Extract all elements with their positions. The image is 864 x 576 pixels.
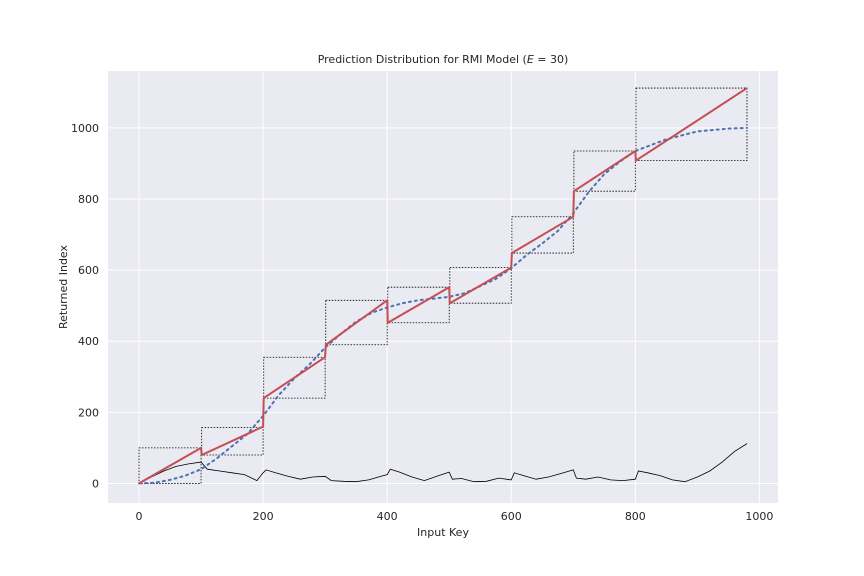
chart-title-prefix: Prediction Distribution for RMI Model (: [318, 53, 527, 66]
model-line: [138, 87, 748, 485]
y-tick-label: 1000: [71, 122, 99, 135]
segment-box: [325, 299, 388, 346]
target-series: [138, 126, 748, 485]
x-tick-label: 800: [625, 510, 646, 523]
segment-box: [635, 87, 748, 161]
x-tick-label: 1000: [745, 510, 773, 523]
x-tick-label: 400: [377, 510, 398, 523]
y-tick-label: 600: [78, 264, 99, 277]
y-tick-label: 0: [92, 477, 99, 490]
segment-box: [138, 447, 202, 484]
chart-title-rest: = 30): [534, 53, 569, 66]
segment-box: [263, 356, 326, 399]
error-line: [138, 443, 748, 484]
segment-box: [449, 267, 512, 304]
model-series: [138, 87, 748, 485]
y-tick-labels: 0 200 400 600 800 1000: [71, 122, 99, 491]
segment-box: [201, 427, 264, 456]
y-axis-label: Returned Index: [57, 244, 70, 329]
chart-title-var: E: [527, 53, 534, 66]
target-line: [138, 126, 748, 485]
segment-box: [387, 286, 450, 324]
y-tick-label: 800: [78, 193, 99, 206]
segment-box: [511, 216, 574, 254]
x-tick-label: 200: [253, 510, 274, 523]
grid: [108, 71, 778, 503]
x-tick-labels: 0 200 400 600 800 1000: [136, 510, 774, 523]
y-tick-label: 400: [78, 335, 99, 348]
error-series: [138, 443, 748, 484]
x-tick-label: 600: [501, 510, 522, 523]
x-tick-label: 0: [136, 510, 143, 523]
y-tick-label: 200: [78, 406, 99, 419]
segment-boxes: [138, 87, 748, 484]
chart-title: Prediction Distribution for RMI Model (E…: [318, 53, 569, 66]
segment-box: [573, 150, 636, 192]
x-axis-label: Input Key: [417, 526, 469, 539]
